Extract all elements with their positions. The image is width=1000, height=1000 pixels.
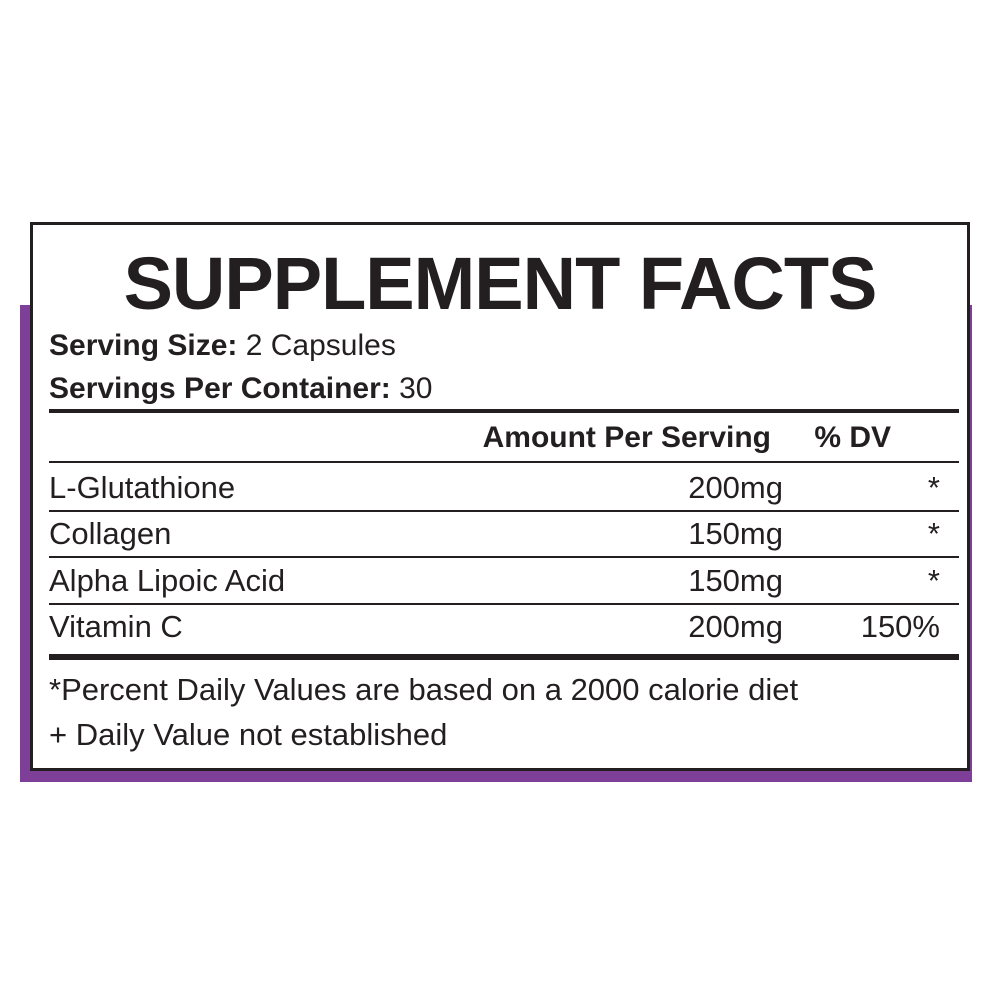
thin-rule bbox=[49, 556, 959, 559]
ingredient-name: Collagen bbox=[49, 516, 172, 552]
ingredient-name: Vitamin C bbox=[49, 608, 183, 644]
value: 30 bbox=[399, 372, 433, 405]
amount: 200mg bbox=[688, 608, 783, 644]
daily-value: * bbox=[927, 516, 940, 552]
thin-rule bbox=[49, 461, 959, 463]
facts-panel: SUPPLEMENT FACTS Serving Size: 2 Capsule… bbox=[30, 222, 970, 771]
amount: 200mg bbox=[688, 470, 783, 505]
daily-value: * bbox=[927, 470, 940, 505]
daily-value: * bbox=[927, 562, 940, 598]
column-header: % DV bbox=[814, 421, 891, 454]
column-header: Amount Per Serving bbox=[482, 421, 771, 454]
title: SUPPLEMENT FACTS bbox=[123, 242, 878, 325]
amount: 150mg bbox=[688, 562, 783, 598]
footnote: *Percent Daily Values are based on a 200… bbox=[49, 672, 799, 707]
thin-rule bbox=[49, 602, 959, 605]
footnote: + Daily Value not established bbox=[49, 717, 448, 752]
thin-rule bbox=[49, 510, 959, 512]
servings-per-container: Servings Per Container: 30 bbox=[49, 374, 432, 404]
value: 2 Capsules bbox=[245, 329, 396, 362]
ingredient-name: L-Glutathione bbox=[49, 470, 236, 505]
daily-value: 150% bbox=[860, 608, 940, 644]
thick-rule bbox=[49, 654, 959, 660]
label: Servings Per Container: bbox=[49, 372, 391, 405]
amount: 150mg bbox=[688, 516, 783, 552]
serving-size: Serving Size: 2 Capsules bbox=[49, 331, 396, 361]
ingredient-name: Alpha Lipoic Acid bbox=[49, 562, 286, 598]
label: Serving Size: bbox=[49, 329, 238, 362]
thick-rule bbox=[49, 409, 959, 413]
